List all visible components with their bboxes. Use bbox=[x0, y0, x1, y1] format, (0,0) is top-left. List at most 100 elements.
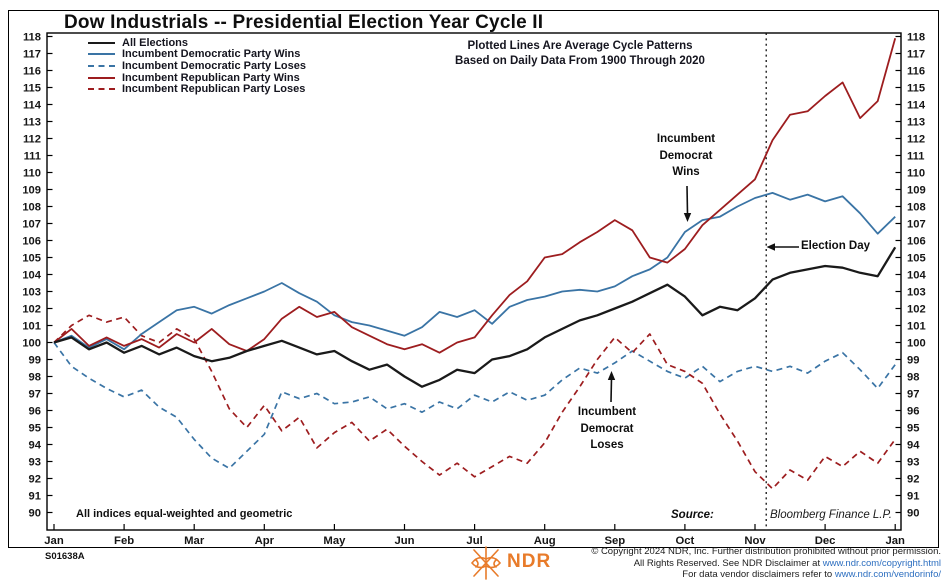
y-axis-label-left: 93 bbox=[29, 457, 41, 469]
y-axis-label-left: 90 bbox=[29, 508, 41, 520]
x-axis-label: Dec bbox=[815, 535, 836, 547]
y-axis-label-right: 115 bbox=[907, 83, 925, 95]
annotation-incumbent-democrat-wins: Incumbent Democrat Wins bbox=[656, 133, 716, 178]
y-axis-label-right: 111 bbox=[907, 151, 924, 163]
y-axis-label-left: 101 bbox=[22, 321, 41, 333]
annotation-election-day: Election Day bbox=[801, 240, 871, 252]
y-axis-label-right: 98 bbox=[907, 372, 919, 384]
y-axis-label-right: 97 bbox=[907, 389, 919, 401]
y-axis-label-right: 96 bbox=[907, 406, 919, 418]
y-axis-label-left: 103 bbox=[22, 287, 41, 299]
legend-item: Incumbent Democratic Party Loses bbox=[88, 60, 306, 72]
y-axis-label-right: 113 bbox=[907, 117, 925, 129]
y-axis-label-left: 111 bbox=[24, 151, 41, 163]
copyright-line-3: For data vendor disclaimers refer to www… bbox=[682, 569, 941, 580]
legend-item: Incumbent Democratic Party Wins bbox=[88, 48, 306, 61]
legend-label: Incumbent Republican Party Wins bbox=[122, 71, 300, 84]
subtitle-line-1: Plotted Lines Are Average Cycle Patterns bbox=[467, 40, 693, 52]
chart-footnote: All indices equal-weighted and geometric bbox=[76, 508, 293, 520]
y-axis-label-left: 98 bbox=[29, 372, 41, 384]
x-axis-label: Feb bbox=[114, 535, 134, 547]
copyright-line-1: © Copyright 2024 NDR, Inc. Further distr… bbox=[591, 546, 941, 557]
legend-swatch-dashed-line bbox=[88, 88, 115, 91]
y-axis-label-right: 91 bbox=[907, 491, 919, 503]
annotation-arrowhead bbox=[766, 243, 775, 251]
x-axis-label: Jan bbox=[44, 535, 64, 547]
y-axis-label-right: 103 bbox=[907, 287, 926, 299]
y-axis-label-right: 102 bbox=[907, 304, 926, 316]
x-axis-label: Oct bbox=[675, 535, 694, 547]
legend-label: Incumbent Democratic Party Wins bbox=[122, 48, 301, 61]
y-axis-label-right: 95 bbox=[907, 423, 919, 435]
y-axis-label-left: 94 bbox=[29, 440, 42, 452]
legend-label: Incumbent Democratic Party Loses bbox=[122, 59, 307, 72]
y-axis-label-left: 107 bbox=[22, 219, 41, 231]
x-axis-label: Sep bbox=[604, 535, 625, 547]
copyright-link[interactable]: www.ndr.com/copyright.html bbox=[822, 557, 941, 569]
series-line-incumbent-democratic-party-loses bbox=[53, 341, 896, 470]
x-axis-label: Apr bbox=[255, 535, 275, 547]
y-axis-label-left: 115 bbox=[23, 83, 41, 95]
ndr-logo-icon bbox=[470, 546, 502, 580]
annotation-arrowhead bbox=[683, 213, 692, 222]
legend-swatch-solid-line bbox=[88, 76, 115, 79]
y-axis-label-right: 116 bbox=[907, 66, 925, 78]
legend-label: Incumbent Republican Party Loses bbox=[122, 83, 306, 96]
annotation-incumbent-democrat-loses: Incumbent Democrat Loses bbox=[577, 406, 637, 451]
chart-legend: All Elections Incumbent Democratic Party … bbox=[88, 37, 306, 95]
y-axis-label-left: 91 bbox=[29, 491, 41, 503]
y-axis-label-right: 107 bbox=[907, 219, 926, 231]
y-axis-label-right: 100 bbox=[907, 338, 926, 350]
y-axis-label-left: 96 bbox=[29, 406, 41, 418]
x-axis-label: Jun bbox=[394, 535, 414, 547]
y-axis-label-right: 93 bbox=[907, 457, 919, 469]
y-axis-label-left: 97 bbox=[29, 389, 41, 401]
legend-item: Incumbent Republican Party Wins bbox=[88, 72, 306, 84]
x-axis-label: Jan bbox=[885, 535, 905, 547]
legend-item: All Elections bbox=[88, 37, 306, 49]
y-axis-label-right: 108 bbox=[907, 202, 926, 214]
legend-item: Incumbent Republican Party Loses bbox=[88, 83, 306, 95]
copyright-block: © Copyright 2024 NDR, Inc. Further distr… bbox=[591, 546, 941, 581]
subtitle-line-2: Based on Daily Data From 1900 Through 20… bbox=[455, 55, 705, 67]
y-axis-label-left: 104 bbox=[22, 270, 41, 282]
panel-id-code: S01638A bbox=[45, 551, 85, 562]
legend-swatch-dashed-line bbox=[88, 64, 115, 67]
y-axis-label-right: 114 bbox=[907, 100, 926, 112]
annotation-arrow bbox=[686, 185, 689, 215]
x-axis-label: May bbox=[323, 535, 346, 547]
y-axis-label-left: 105 bbox=[22, 253, 41, 265]
ndr-logo-text: NDR bbox=[507, 551, 552, 572]
y-axis-label-right: 99 bbox=[907, 355, 919, 367]
legend-swatch-solid-line bbox=[88, 53, 115, 56]
page-title: Dow Industrials -- Presidential Election… bbox=[64, 12, 544, 33]
outer-border bbox=[8, 10, 939, 548]
x-axis-label: Mar bbox=[184, 535, 205, 547]
y-axis-label-left: 99 bbox=[29, 355, 41, 367]
annotation-arrowhead bbox=[607, 371, 616, 380]
y-axis-label-right: 109 bbox=[907, 185, 926, 197]
y-axis-label-left: 95 bbox=[29, 423, 41, 435]
series-line-incumbent-republican-party-loses bbox=[53, 314, 896, 490]
y-axis-label-left: 114 bbox=[23, 100, 42, 112]
y-axis-label-right: 118 bbox=[907, 32, 925, 44]
source-label: Source: bbox=[671, 509, 714, 521]
y-axis-label-right: 117 bbox=[907, 49, 925, 61]
vendorinfo-link[interactable]: www.ndr.com/vendorinfo/ bbox=[834, 569, 941, 580]
y-axis-label-left: 102 bbox=[22, 304, 41, 316]
chart-subtitle: Plotted Lines Are Average Cycle Patterns… bbox=[430, 39, 730, 69]
x-axis-label: Nov bbox=[744, 535, 766, 547]
series-line-incumbent-democratic-party-wins bbox=[53, 192, 896, 351]
y-axis-label-left: 112 bbox=[23, 134, 41, 146]
annotation-arrow bbox=[610, 377, 613, 403]
y-axis-label-right: 92 bbox=[907, 474, 919, 486]
y-axis-label-left: 117 bbox=[23, 49, 41, 61]
y-axis-label-left: 92 bbox=[29, 474, 41, 486]
y-axis-label-right: 106 bbox=[907, 236, 926, 248]
y-axis-label-right: 94 bbox=[907, 440, 920, 452]
legend-swatch-solid-line bbox=[88, 41, 115, 44]
legend-label: All Elections bbox=[122, 36, 189, 49]
series-line-incumbent-republican-party-wins bbox=[53, 37, 897, 354]
